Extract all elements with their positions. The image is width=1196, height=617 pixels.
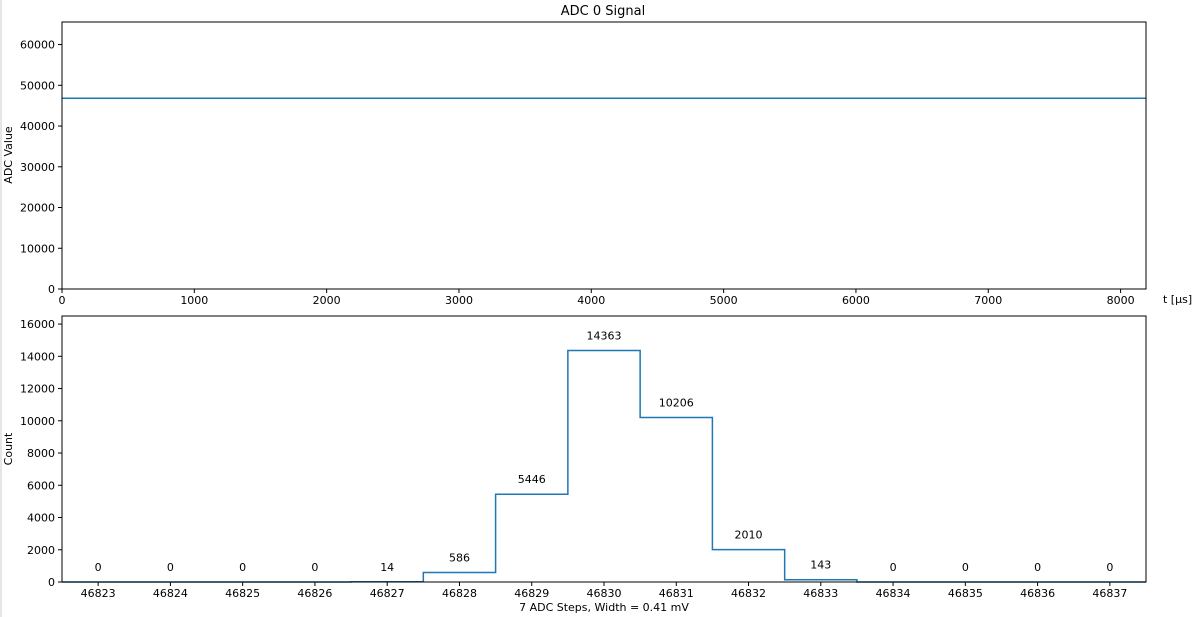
top-x-tick-label: 2000 <box>313 294 341 307</box>
bin-count-label: 143 <box>810 559 831 572</box>
top-y-tick-label: 50000 <box>20 79 55 92</box>
histogram-step-line <box>62 349 1146 583</box>
bin-count-label: 0 <box>1106 561 1113 574</box>
bin-count-label: 5446 <box>518 473 546 486</box>
top-x-tick-label: 5000 <box>710 294 738 307</box>
adc-signal-chart: ADC 0 Signal t [μs] ADC Value 0 1000 2000 3… <box>2 4 1192 307</box>
bin-count-label: 0 <box>962 561 969 574</box>
top-y-tick-label: 30000 <box>20 161 55 174</box>
bottom-y-tick-label: 8000 <box>27 447 55 460</box>
bin-count-label: 0 <box>311 561 318 574</box>
bottom-y-tick-label: 12000 <box>20 383 55 396</box>
bin-count-label: 14 <box>380 561 394 574</box>
top-chart-title: ADC 0 Signal <box>561 4 645 19</box>
top-x-tick-label: 6000 <box>842 294 870 307</box>
bottom-y-tick-label: 16000 <box>20 318 55 331</box>
bottom-x-tick-label: 46836 <box>1020 587 1055 600</box>
bin-count-label: 2010 <box>735 529 763 542</box>
bin-count-label: 14363 <box>587 329 622 342</box>
bin-count-label: 0 <box>890 561 897 574</box>
top-x-tick-label: 0 <box>59 294 66 307</box>
bottom-x-tick-label: 46827 <box>370 587 405 600</box>
bin-count-label: 10206 <box>659 396 694 409</box>
bottom-x-tick-label: 46835 <box>948 587 983 600</box>
bin-count-label: 586 <box>449 552 470 565</box>
top-x-axis-label: t [μs] <box>1163 293 1192 306</box>
bin-count-label: 0 <box>1034 561 1041 574</box>
top-x-tick-label: 3000 <box>445 294 473 307</box>
bin-count-label: 0 <box>95 561 102 574</box>
top-y-tick-label: 0 <box>48 283 55 296</box>
bottom-plot-frame <box>61 315 1147 583</box>
top-plot-frame <box>61 21 1147 290</box>
bottom-y-tick-label: 4000 <box>27 512 55 525</box>
bottom-x-tick-label: 46825 <box>225 587 260 600</box>
bottom-x-tick-label: 46830 <box>587 587 622 600</box>
top-x-tick-label: 8000 <box>1107 294 1135 307</box>
bottom-x-tick-label: 46823 <box>81 587 116 600</box>
top-x-tick-label: 4000 <box>577 294 605 307</box>
bin-count-label: 0 <box>239 561 246 574</box>
window-edge <box>0 0 2 617</box>
bottom-y-tick-label: 0 <box>48 576 55 589</box>
top-x-tick-label: 7000 <box>974 294 1002 307</box>
bin-count-label: 0 <box>167 561 174 574</box>
bottom-y-tick-label: 2000 <box>27 544 55 557</box>
bottom-x-tick-label: 46829 <box>514 587 549 600</box>
top-y-tick-label: 10000 <box>20 242 55 255</box>
top-y-axis-label: ADC Value <box>2 126 15 184</box>
bottom-x-tick-label: 46826 <box>297 587 332 600</box>
bottom-x-tick-label: 46832 <box>731 587 766 600</box>
bottom-x-tick-label: 46824 <box>153 587 188 600</box>
top-y-tick-label: 20000 <box>20 202 55 215</box>
bottom-y-tick-label: 10000 <box>20 415 55 428</box>
bottom-y-tick-label: 6000 <box>27 479 55 492</box>
histogram-chart: 7 ADC Steps, Width = 0.41 mV Count 46823… <box>2 315 1147 614</box>
bottom-x-tick-label: 46837 <box>1092 587 1127 600</box>
top-x-tick-label: 1000 <box>180 294 208 307</box>
bottom-x-tick-label: 46833 <box>803 587 838 600</box>
bottom-x-axis-label: 7 ADC Steps, Width = 0.41 mV <box>519 601 689 614</box>
top-y-tick-label: 40000 <box>20 120 55 133</box>
top-y-tick-label: 60000 <box>20 39 55 52</box>
bottom-x-tick-label: 46831 <box>659 587 694 600</box>
bottom-x-tick-label: 46828 <box>442 587 477 600</box>
bottom-y-tick-label: 14000 <box>20 350 55 363</box>
bottom-x-tick-label: 46834 <box>876 587 911 600</box>
bottom-y-axis-label: Count <box>2 432 15 465</box>
